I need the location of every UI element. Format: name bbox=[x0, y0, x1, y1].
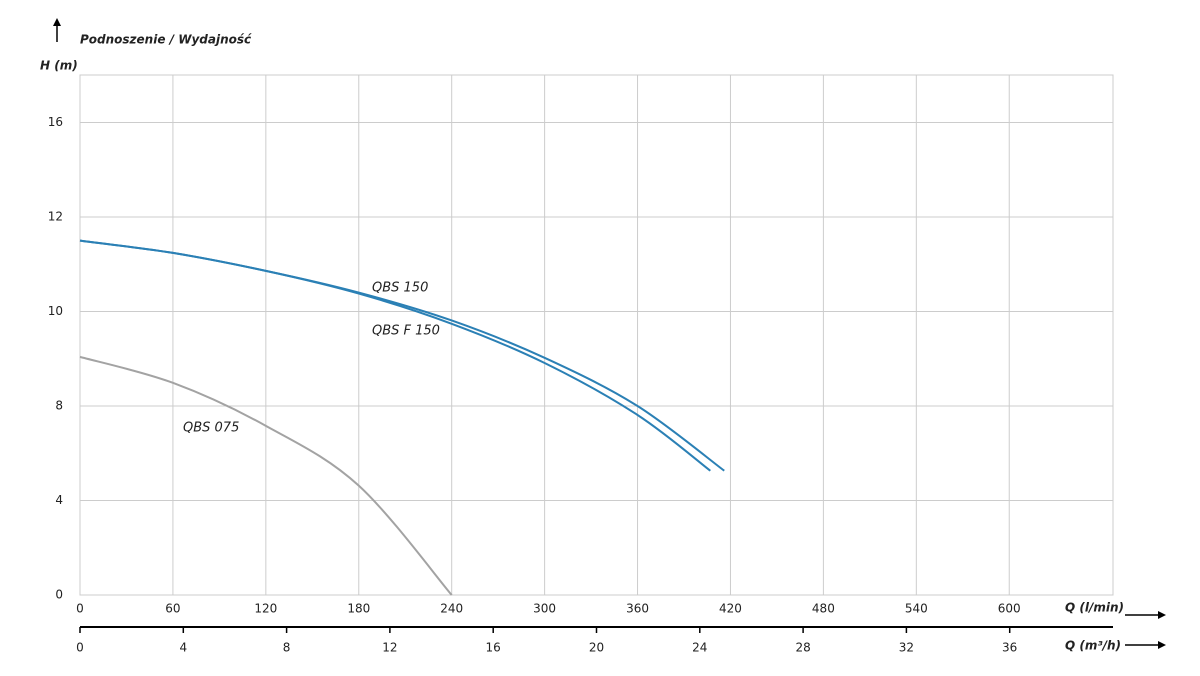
y-tick-label: 8 bbox=[55, 399, 63, 413]
x2-arrow-head bbox=[1158, 641, 1166, 649]
y-tick-label: 10 bbox=[48, 304, 63, 318]
y-tick-label: 16 bbox=[48, 115, 63, 129]
x2-tick-label: 32 bbox=[899, 641, 914, 655]
x-tick-label: 600 bbox=[998, 602, 1021, 616]
chart-title: Podnoszenie / Wydajność bbox=[80, 33, 252, 47]
y-axis-title: H (m) bbox=[40, 59, 78, 73]
series-line bbox=[79, 239, 725, 472]
x-tick-label: 300 bbox=[533, 602, 556, 616]
x-tick-label: 360 bbox=[626, 602, 649, 616]
x2-tick-label: 28 bbox=[795, 641, 810, 655]
y-tick-label: 4 bbox=[55, 493, 63, 507]
series-label: QBS 150 bbox=[372, 281, 428, 296]
plot-frame bbox=[79, 74, 1114, 596]
x2-tick-label: 8 bbox=[283, 641, 291, 655]
x-tick-label: 180 bbox=[347, 602, 370, 616]
x2-tick-label: 36 bbox=[1002, 641, 1017, 655]
x-tick-label: 480 bbox=[812, 602, 835, 616]
x-axis-title: Q (l/min) bbox=[1065, 601, 1124, 615]
x-tick-label: 0 bbox=[76, 602, 84, 616]
x-tick-label: 420 bbox=[719, 602, 742, 616]
x2-tick-label: 0 bbox=[76, 641, 84, 655]
y-tick-label: 12 bbox=[48, 210, 63, 224]
x2-tick-label: 20 bbox=[589, 641, 604, 655]
series-label: QBS 075 bbox=[183, 421, 239, 436]
x-tick-label: 60 bbox=[165, 602, 180, 616]
y-arrow-head bbox=[53, 18, 61, 26]
x2-axis-title: Q (m³/h) bbox=[1065, 639, 1121, 653]
x-tick-label: 120 bbox=[254, 602, 277, 616]
y-tick-label: 0 bbox=[55, 588, 63, 602]
x-tick-label: 540 bbox=[905, 602, 928, 616]
series-line bbox=[79, 355, 453, 596]
x2-tick-label: 12 bbox=[382, 641, 397, 655]
series-line bbox=[79, 239, 711, 472]
series-label: QBS F 150 bbox=[372, 324, 440, 339]
x2-tick-label: 24 bbox=[692, 641, 707, 655]
x2-tick-label: 4 bbox=[179, 641, 187, 655]
x-arrow-head bbox=[1158, 611, 1166, 619]
x-tick-label: 240 bbox=[440, 602, 463, 616]
x2-tick-label: 16 bbox=[486, 641, 501, 655]
